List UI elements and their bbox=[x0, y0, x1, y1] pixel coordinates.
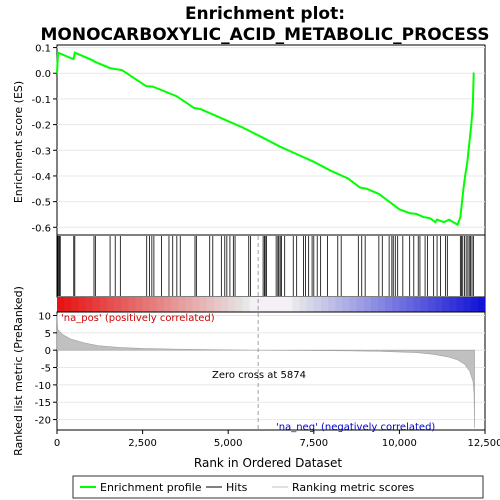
zero-cross-label: Zero cross at 5874 bbox=[212, 370, 306, 381]
colorbar-segment bbox=[370, 297, 379, 312]
hits-panel-frame bbox=[56, 234, 486, 298]
x-tick-label: 10,000 bbox=[382, 438, 417, 449]
colorbar-segment bbox=[164, 297, 172, 312]
colorbar-segment bbox=[121, 297, 129, 312]
colorbar-segment bbox=[71, 297, 79, 312]
es-y-tick-label: -0.1 bbox=[31, 95, 51, 106]
x-tick-label: 7,500 bbox=[299, 438, 328, 449]
colorbar-segment bbox=[285, 297, 293, 312]
metric-y-tick-label: 10 bbox=[38, 311, 51, 322]
colorbar-segment bbox=[313, 297, 322, 312]
colorbar-segment bbox=[178, 297, 186, 312]
ranking-metric-area bbox=[56, 313, 475, 429]
colorbar-segment bbox=[213, 297, 222, 312]
colorbar-segment bbox=[128, 297, 137, 312]
es-y-tick-label: -0.6 bbox=[31, 223, 51, 234]
colorbar-segment bbox=[142, 297, 151, 312]
x-tick-label: 0 bbox=[54, 438, 60, 449]
metric-y-tick-label: -5 bbox=[41, 364, 51, 375]
colorbar-segment bbox=[463, 297, 472, 312]
colorbar-segment bbox=[57, 297, 65, 312]
metric-y-tick-label: 0 bbox=[45, 346, 51, 357]
es-y-axis-label: Enrichment score (ES) bbox=[12, 81, 25, 203]
colorbar-segment bbox=[106, 297, 115, 312]
metric-panel-frame bbox=[56, 311, 486, 431]
legend-label: Ranking metric scores bbox=[292, 481, 414, 494]
colorbar-segment bbox=[392, 297, 400, 312]
colorbar-segment bbox=[271, 297, 279, 312]
colorbar-segment bbox=[85, 297, 94, 312]
colorbar-segment bbox=[406, 297, 415, 312]
legend-label: Hits bbox=[226, 481, 248, 494]
colorbar-segment bbox=[413, 297, 422, 312]
metric-y-tick-label: -10 bbox=[35, 381, 51, 392]
x-tick-label: 5,000 bbox=[214, 438, 243, 449]
colorbar-segment bbox=[114, 297, 122, 312]
metric-y-tick-label: 5 bbox=[45, 329, 51, 340]
es-y-tick-label: 0.0 bbox=[35, 69, 51, 80]
colorbar-segment bbox=[149, 297, 158, 312]
colorbar-segment bbox=[442, 297, 450, 312]
colorbar-segment bbox=[420, 297, 429, 312]
colorbar-segment bbox=[64, 297, 72, 312]
colorbar-segment bbox=[256, 297, 265, 312]
colorbar-segment bbox=[320, 297, 329, 312]
es-y-tick-label: -0.2 bbox=[31, 121, 51, 132]
rank-colorbar bbox=[57, 297, 486, 312]
colorbar-segment bbox=[449, 297, 458, 312]
colorbar-segment bbox=[78, 297, 87, 312]
colorbar-segment bbox=[349, 297, 358, 312]
x-axis-label: Rank in Ordered Dataset bbox=[194, 456, 342, 470]
colorbar-segment bbox=[228, 297, 236, 312]
colorbar-segment bbox=[435, 297, 443, 312]
colorbar-segment bbox=[299, 297, 308, 312]
metric-y-tick-label: -20 bbox=[35, 416, 51, 427]
chart-title-line1: Enrichment plot: bbox=[185, 4, 345, 24]
chart-title-line2: MONOCARBOXYLIC_ACID_METABOLIC_PROCESS bbox=[40, 25, 489, 45]
colorbar-segment bbox=[263, 297, 272, 312]
es-y-tick-label: -0.4 bbox=[31, 172, 51, 183]
colorbar-segment bbox=[221, 297, 229, 312]
colorbar-segment bbox=[363, 297, 372, 312]
colorbar-segment bbox=[328, 297, 336, 312]
x-tick-label: 12,500 bbox=[468, 438, 500, 449]
colorbar-segment bbox=[278, 297, 286, 312]
es-y-tick-label: -0.3 bbox=[31, 146, 51, 157]
colorbar-segment bbox=[92, 297, 101, 312]
colorbar-segment bbox=[335, 297, 343, 312]
colorbar-segment bbox=[185, 297, 194, 312]
colorbar-segment bbox=[292, 297, 301, 312]
colorbar-segment bbox=[99, 297, 108, 312]
colorbar-segment bbox=[306, 297, 315, 312]
colorbar-segment bbox=[242, 297, 251, 312]
colorbar-segment bbox=[235, 297, 244, 312]
metric-y-tick-label: -15 bbox=[35, 398, 51, 409]
colorbar-segment bbox=[171, 297, 179, 312]
colorbar-segment bbox=[477, 297, 486, 312]
colorbar-segment bbox=[456, 297, 465, 312]
es-y-tick-label: -0.5 bbox=[31, 198, 51, 209]
metric-y-axis-label: Ranked list metric (PreRanked) bbox=[12, 286, 25, 456]
colorbar-segment bbox=[427, 297, 436, 312]
colorbar-segment bbox=[378, 297, 386, 312]
colorbar-segment bbox=[199, 297, 208, 312]
es-y-tick-label: 0.1 bbox=[35, 44, 51, 55]
colorbar-segment bbox=[135, 297, 144, 312]
colorbar-segment bbox=[156, 297, 165, 312]
pos-correlated-label: 'na_pos' (positively correlated) bbox=[61, 313, 215, 324]
colorbar-segment bbox=[399, 297, 408, 312]
colorbar-segment bbox=[470, 297, 479, 312]
colorbar-segment bbox=[206, 297, 215, 312]
legend-label: Enrichment profile bbox=[100, 481, 202, 494]
enrichment-profile-line bbox=[56, 51, 475, 227]
colorbar-segment bbox=[356, 297, 365, 312]
neg-correlated-label: 'na_neg' (negatively correlated) bbox=[276, 422, 435, 433]
colorbar-segment bbox=[249, 297, 258, 312]
colorbar-segment bbox=[192, 297, 201, 312]
colorbar-segment bbox=[342, 297, 351, 312]
x-tick-label: 2,500 bbox=[128, 438, 157, 449]
colorbar-segment bbox=[385, 297, 393, 312]
es-panel-frame bbox=[56, 44, 486, 236]
